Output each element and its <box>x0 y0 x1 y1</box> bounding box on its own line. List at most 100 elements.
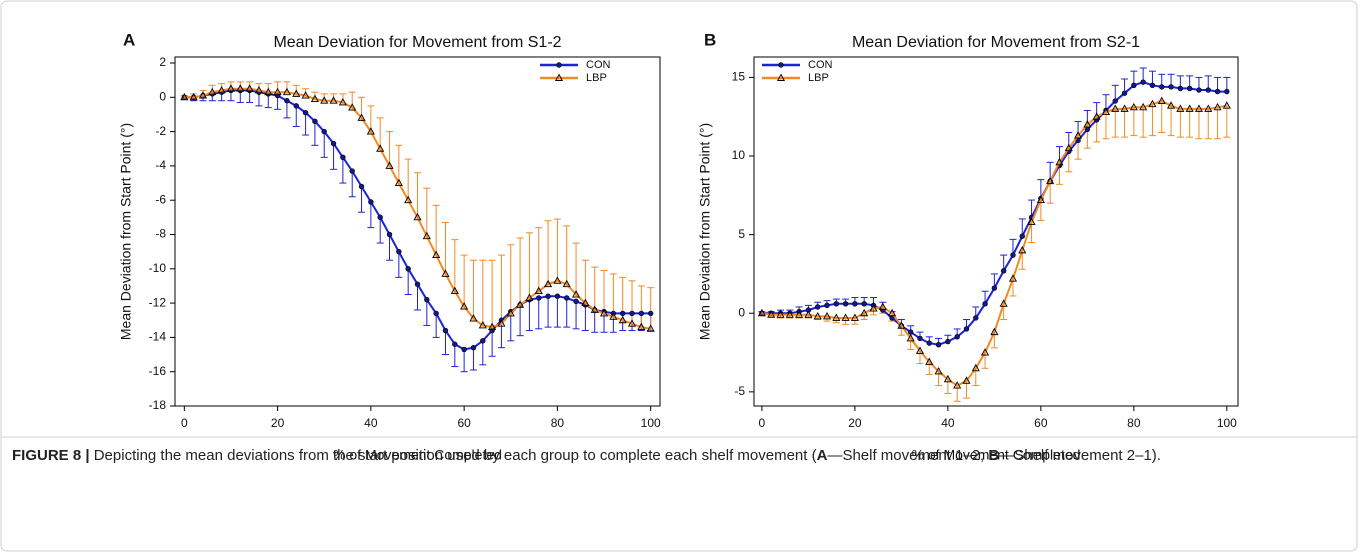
marker <box>368 199 374 205</box>
marker <box>292 89 301 97</box>
x-tick-label: 40 <box>364 416 378 430</box>
y-tick-label: -12 <box>149 295 167 309</box>
caption-panel: A <box>816 447 828 464</box>
error-bar <box>367 201 375 229</box>
error-bar <box>1028 222 1036 244</box>
error-bar <box>395 251 403 278</box>
marker <box>460 302 469 310</box>
error-bar <box>1186 108 1194 138</box>
marker <box>386 231 393 238</box>
error-bar <box>479 340 487 366</box>
marker <box>1064 143 1073 152</box>
y-tick-label: -16 <box>149 364 167 378</box>
x-tick-label: 60 <box>1034 416 1048 430</box>
marker <box>545 293 551 299</box>
marker <box>198 91 208 99</box>
marker <box>562 279 571 288</box>
marker <box>432 250 441 259</box>
marker <box>619 310 626 317</box>
panel-letter: A <box>123 30 135 49</box>
marker <box>1008 274 1018 282</box>
marker <box>981 348 990 356</box>
chart-title: Mean Deviation for Movement from S2-1 <box>852 34 1140 51</box>
y-tick-label: -14 <box>149 330 167 344</box>
marker <box>1186 85 1193 92</box>
x-axis-label: % of Movement Completed <box>912 447 1081 463</box>
marker <box>954 334 960 340</box>
legend-marker <box>556 62 562 68</box>
marker <box>1010 252 1016 258</box>
marker <box>963 326 970 332</box>
error-bar <box>386 234 394 261</box>
marker <box>571 290 581 298</box>
error-bar <box>302 112 310 136</box>
error-bar <box>1046 181 1054 204</box>
marker <box>897 321 906 329</box>
marker <box>935 341 942 348</box>
marker <box>915 346 925 354</box>
marker <box>1036 195 1045 204</box>
marker <box>646 324 655 332</box>
marker <box>376 144 385 152</box>
y-tick-label: -6 <box>155 192 166 206</box>
marker <box>470 344 477 351</box>
marker <box>450 286 459 295</box>
error-bar <box>591 266 599 310</box>
error-bar <box>609 273 617 317</box>
marker <box>1019 233 1025 239</box>
marker <box>776 310 785 318</box>
marker <box>385 161 394 169</box>
marker <box>544 279 553 288</box>
error-bar <box>516 304 524 337</box>
marker <box>394 178 403 187</box>
error-bar <box>348 171 356 198</box>
error-bar <box>460 254 468 307</box>
marker <box>424 296 430 303</box>
marker <box>441 269 450 277</box>
marker <box>516 300 525 308</box>
error-bar <box>572 301 580 330</box>
marker <box>1140 79 1146 85</box>
marker <box>366 127 375 135</box>
marker <box>180 92 189 101</box>
error-bar <box>563 225 571 285</box>
marker <box>833 301 839 307</box>
marker <box>480 338 486 344</box>
marker <box>813 311 822 320</box>
marker <box>860 308 869 317</box>
marker <box>647 310 654 317</box>
y-tick-label: 0 <box>738 305 745 319</box>
error-bar <box>842 317 850 325</box>
marker <box>189 92 198 101</box>
error-bar <box>488 330 496 357</box>
y-tick-label: 5 <box>738 227 745 241</box>
marker <box>236 84 245 92</box>
x-tick-label: 80 <box>1127 416 1141 430</box>
marker <box>824 302 830 309</box>
marker <box>338 98 347 106</box>
marker <box>757 308 766 317</box>
plot-frame <box>174 56 661 407</box>
error-bar <box>404 158 412 201</box>
marker <box>1157 96 1166 104</box>
error-bar <box>339 157 347 184</box>
x-axis-label: % of Movement Completed <box>333 447 502 463</box>
marker <box>273 87 282 96</box>
marker <box>990 327 999 336</box>
error-bar <box>497 320 505 349</box>
error-bar <box>637 285 645 328</box>
error-bar <box>441 330 449 356</box>
marker <box>852 301 858 307</box>
error-bar <box>553 296 561 328</box>
marker <box>404 195 413 204</box>
error-bar <box>376 117 384 149</box>
marker <box>1205 87 1211 93</box>
error-bar <box>441 221 449 274</box>
error-bar <box>386 131 394 166</box>
error-bar <box>1037 179 1045 199</box>
marker <box>1204 104 1213 112</box>
marker <box>795 310 804 318</box>
